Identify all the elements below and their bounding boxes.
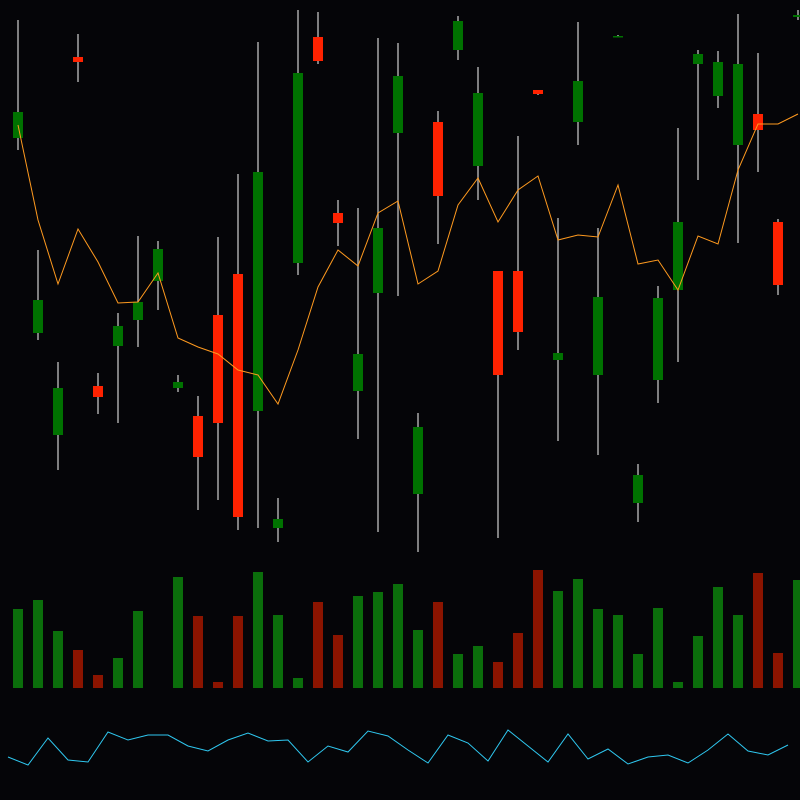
candle-body [73, 57, 83, 62]
volume-bar [193, 616, 203, 688]
moving-average-line [17, 113, 799, 406]
volume-bar [93, 675, 103, 688]
volume-bar [633, 654, 643, 688]
candle-body [393, 76, 403, 133]
volume-bar [613, 615, 623, 688]
candle-body [653, 298, 663, 380]
volume-bar [733, 615, 743, 688]
volume-bar [513, 633, 523, 688]
candle-body [133, 302, 143, 320]
candle-body [233, 274, 243, 517]
volume-bar [113, 658, 123, 688]
candle-body [553, 353, 563, 360]
volume-bar [793, 580, 800, 688]
volume-bar [773, 653, 783, 688]
volume-bar [373, 592, 383, 688]
candle-body [113, 326, 123, 346]
volume-bar [233, 616, 243, 688]
volume-bar [693, 636, 703, 688]
volume-bar [453, 654, 463, 688]
volume-bar [433, 602, 443, 688]
candle-body [293, 73, 303, 263]
volume-bar [753, 573, 763, 688]
indicator-line [7, 729, 789, 766]
candle-body [633, 475, 643, 503]
candle-body [353, 354, 363, 391]
candle-body [153, 249, 163, 281]
candle-body [413, 427, 423, 494]
candle-body [493, 271, 503, 375]
candle-body [313, 37, 323, 61]
volume-bar [673, 682, 683, 688]
candle-body [793, 15, 800, 17]
candle-body [253, 172, 263, 411]
volume-bar [293, 678, 303, 688]
volume-bar [653, 608, 663, 688]
candle-body [273, 519, 283, 528]
volume-bar [53, 631, 63, 688]
volume-bar [213, 682, 223, 688]
volume-bar [413, 630, 423, 688]
candle-body [533, 90, 543, 94]
volume-bar [393, 584, 403, 688]
candle-body [93, 386, 103, 397]
candle-body [53, 388, 63, 435]
candle-body [733, 64, 743, 145]
volume-bar [313, 602, 323, 688]
volume-bar [333, 635, 343, 688]
candle-body [693, 54, 703, 64]
candle-body [513, 271, 523, 332]
candle-body [673, 222, 683, 290]
volume-bar [33, 600, 43, 688]
volume-bar [713, 587, 723, 688]
volume-bar [493, 662, 503, 688]
candle-body [433, 122, 443, 196]
candle-body [193, 416, 203, 457]
candle-body [453, 21, 463, 50]
volume-bar [593, 609, 603, 688]
candle-body [593, 297, 603, 375]
volume-bar [73, 650, 83, 688]
candle-body [333, 213, 343, 223]
volume-bar [533, 570, 543, 688]
volume-bar [253, 572, 263, 688]
volume-bar [13, 609, 23, 688]
candle-body [713, 62, 723, 96]
candle-body [753, 114, 763, 130]
candle-body [213, 315, 223, 423]
volume-bar [353, 596, 363, 688]
volume-bar [553, 591, 563, 688]
candle-body [373, 228, 383, 293]
volume-bar [473, 646, 483, 688]
volume-bar [133, 611, 143, 688]
candle-body [613, 36, 623, 38]
candle-body [33, 300, 43, 333]
candle-body [573, 81, 583, 122]
candle-body [173, 382, 183, 388]
volume-bar [573, 579, 583, 688]
candle-body [473, 93, 483, 166]
candle-body [773, 222, 783, 285]
volume-bar [273, 615, 283, 688]
volume-bar [173, 577, 183, 688]
